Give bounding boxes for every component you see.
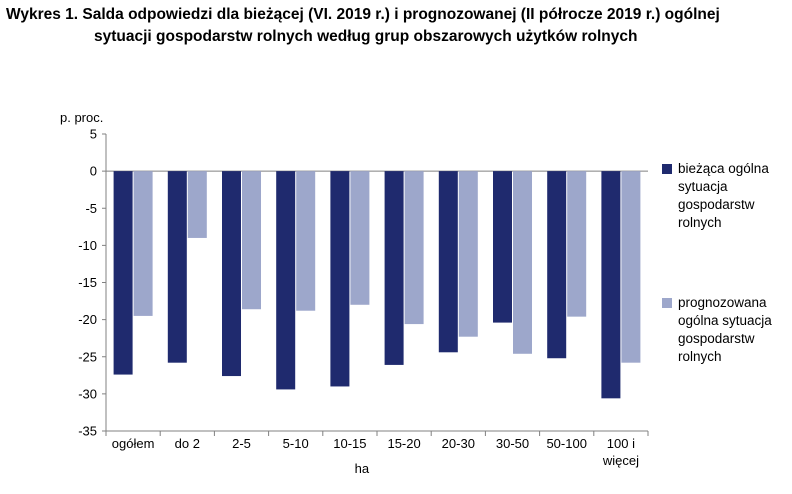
legend-label-line: ogólna sytuacja (678, 313, 772, 328)
bar-forecast (296, 171, 316, 311)
legend-label-current: bieżąca ogólna sytuacja gospodarstw rolnych (678, 160, 790, 232)
bar-forecast (404, 171, 424, 325)
x-tick-label: 5-10 (283, 436, 309, 451)
x-tick-label: 15-20 (387, 436, 420, 451)
y-tick-label: 5 (90, 127, 97, 142)
bar-forecast (458, 171, 478, 337)
bar-forecast (621, 171, 641, 363)
bar-current (330, 171, 350, 387)
bar-current (384, 171, 404, 365)
bar-forecast (567, 171, 587, 317)
chart-title-line-1: Wykres 1. Salda odpowiedzi dla bieżącej … (6, 6, 720, 23)
bar-current (167, 171, 187, 363)
chart-title-line-2: sytuacji gospodarstw rolnych według grup… (94, 28, 638, 45)
chart-title: Wykres 1. Salda odpowiedzi dla bieżącej … (6, 4, 786, 48)
legend-label-line: rolnych (678, 215, 722, 230)
bar-current (493, 171, 512, 323)
bar-forecast (513, 171, 532, 354)
bar-current (276, 171, 296, 390)
x-tick-label: więcej (602, 453, 639, 468)
x-tick-label: ogółem (112, 436, 155, 451)
x-tick-label: 10-15 (333, 436, 366, 451)
bar-current (222, 171, 241, 377)
legend-label-line: gospodarstw (678, 197, 755, 212)
y-tick-label: -5 (85, 201, 97, 216)
y-tick-label: -15 (78, 275, 97, 290)
bar-forecast (350, 171, 370, 305)
legend-label-line: prognozowana (678, 295, 767, 310)
x-tick-label: 50-100 (546, 436, 586, 451)
x-tick-label: 2-5 (232, 436, 251, 451)
bar-current (438, 171, 458, 353)
bar-forecast (187, 171, 207, 238)
legend-label-forecast: prognozowana ogólna sytuacja gospodarstw ro… (678, 294, 790, 366)
y-axis-label: p. proc. (60, 110, 103, 125)
x-tick-label: do 2 (175, 436, 200, 451)
legend-label-line: sytuacja (678, 179, 728, 194)
legend-label-line: gospodarstw (678, 331, 755, 346)
y-tick-label: 0 (90, 164, 97, 179)
x-axis-label: ha (355, 461, 370, 476)
bar-forecast (133, 171, 153, 316)
y-tick-label: -10 (78, 238, 97, 253)
x-tick-label: 30-50 (496, 436, 529, 451)
legend-label-line: rolnych (678, 349, 722, 364)
legend-label-line: bieżąca ogólna (678, 161, 769, 176)
y-tick-label: -35 (78, 424, 97, 439)
legend-swatch-forecast (662, 298, 672, 308)
legend-swatch-current (662, 164, 672, 174)
y-tick-label: -20 (78, 312, 97, 327)
bar-forecast (242, 171, 261, 310)
bar-current (113, 171, 133, 375)
x-tick-label: 100 i (607, 436, 635, 451)
y-tick-label: -25 (78, 349, 97, 364)
x-tick-label: 20-30 (442, 436, 475, 451)
y-tick-label: -30 (78, 386, 97, 401)
bar-current (601, 171, 621, 399)
bar-current (547, 171, 567, 359)
